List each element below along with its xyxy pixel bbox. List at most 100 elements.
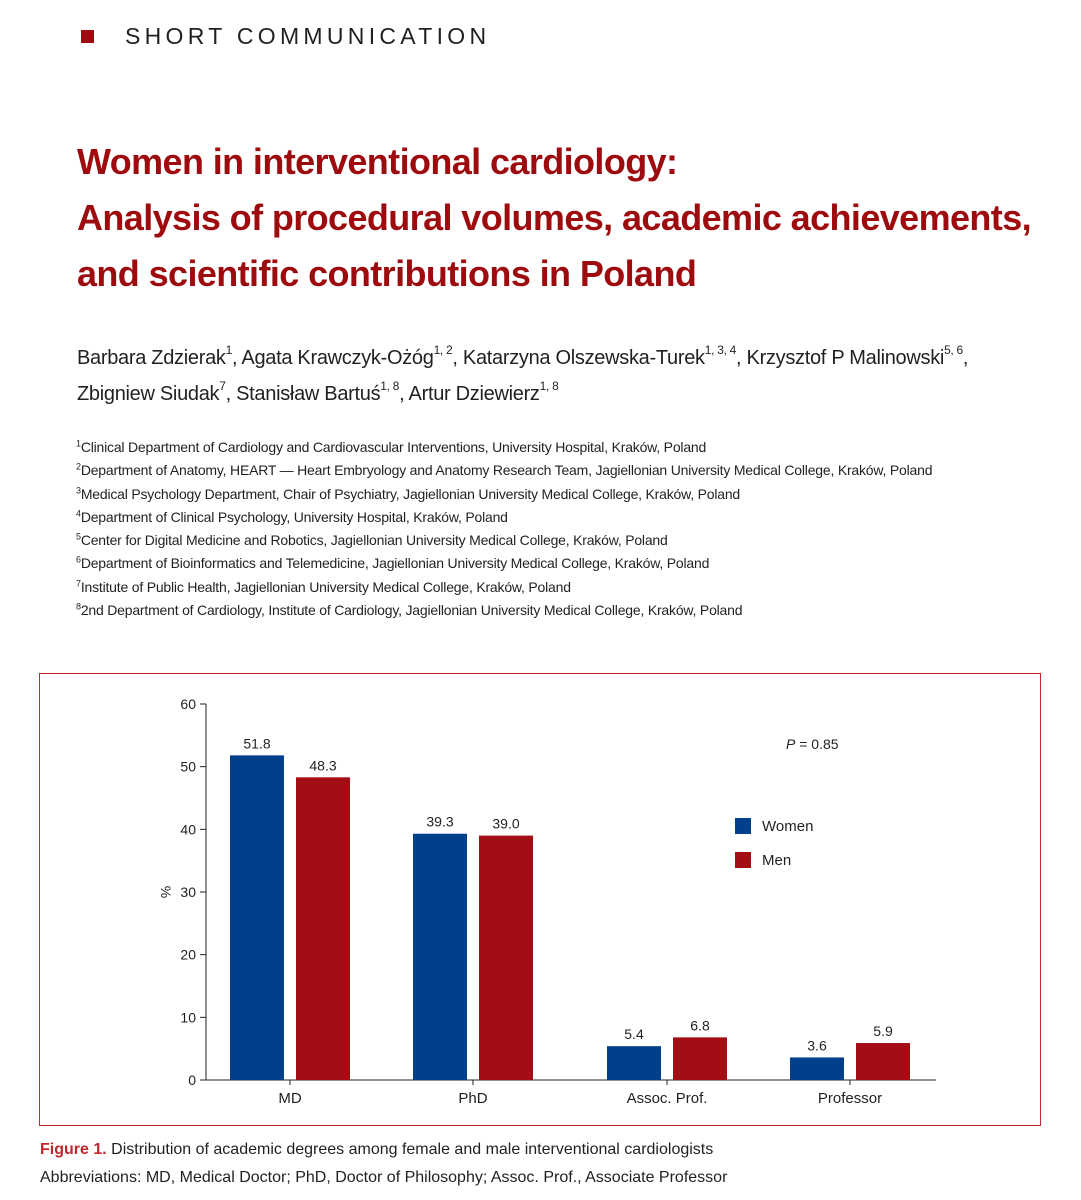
bar-men: [296, 777, 350, 1080]
author-affiliation-ref: 1, 8: [539, 379, 559, 394]
y-tick-label: 10: [180, 1009, 196, 1025]
author: Krzysztof P Malinowski5, 6,: [746, 344, 969, 369]
affiliation: 82nd Department of Cardiology, Institute…: [76, 599, 1066, 622]
bar-chart: 0 10 20 30 40 50 60% 51.8 48.3 MD 39.3 39.0 PhD 5.4 6.…: [158, 696, 936, 1107]
author: Agata Krawczyk-Ożóg1, 2,: [241, 344, 463, 369]
caption-text: Distribution of academic degrees among f…: [106, 1141, 714, 1158]
y-tick-label: 20: [180, 947, 196, 963]
affiliation-text: Center for Digital Medicine and Robotics…: [80, 532, 668, 549]
y-axis-label: %: [158, 886, 174, 898]
figure-label: Figure 1.: [40, 1141, 107, 1158]
author: Stanisław Bartuś1, 8,: [236, 380, 409, 405]
section-square-icon: [81, 29, 94, 43]
p-value-text: = 0.85: [795, 736, 838, 752]
author-name: Zbigniew Siudak: [77, 383, 220, 405]
title-line: Analysis of procedural volumes, academic…: [77, 197, 1032, 238]
author-line: Zbigniew Siudak7, Stanisław Bartuś1, 8, …: [77, 376, 1067, 412]
affiliation-number: 5: [76, 531, 81, 542]
affiliation: 6Department of Bioinformatics and Teleme…: [76, 552, 1066, 575]
author-name: Katarzyna Olszewska-Turek: [462, 347, 705, 369]
author-affiliation-ref: 1, 8: [380, 379, 400, 394]
legend-label: Women: [762, 818, 813, 835]
bar-men: [673, 1037, 727, 1080]
bar-women: [230, 755, 284, 1080]
legend-label: Men: [762, 852, 791, 869]
abbreviations: Abbreviations: MD, Medical Doctor; PhD, …: [40, 1169, 728, 1186]
author-line: Barbara Zdzierak1, Agata Krawczyk-Ożóg1,…: [77, 340, 1067, 376]
author-separator: ,: [225, 383, 237, 405]
author-affiliation-ref: 1: [225, 343, 233, 358]
affiliation: 7Institute of Public Health, Jagiellonia…: [76, 576, 1066, 599]
affiliation-text: Department of Bioinformatics and Telemed…: [80, 555, 710, 572]
affiliation-text: Medical Psychology Department, Chair of …: [80, 485, 741, 502]
affiliation: 5Center for Digital Medicine and Robotic…: [76, 529, 1066, 552]
x-tick-label: Assoc. Prof.: [627, 1090, 708, 1107]
author-name: Agata Krawczyk-Ożóg: [241, 347, 434, 369]
author-separator: ,: [231, 347, 242, 369]
author-separator: ,: [962, 347, 969, 369]
y-tick-label: 60: [180, 696, 196, 712]
y-tick-label: 50: [180, 759, 196, 775]
affiliation: 1Clinical Department of Cardiology and C…: [76, 436, 1066, 459]
author-affiliation-ref: 7: [219, 379, 226, 394]
caption-line: Figure 1. Distribution of academic degre…: [40, 1136, 1070, 1164]
bar-men: [856, 1043, 910, 1080]
affiliation-list: 1Clinical Department of Cardiology and C…: [76, 436, 1066, 622]
figure-caption: Figure 1. Distribution of academic degre…: [40, 1136, 1070, 1192]
author-affiliation-ref: 5, 6: [944, 343, 963, 358]
affiliation: 4Department of Clinical Psychology, Univ…: [76, 506, 1066, 529]
author-name: Stanisław Bartuś: [236, 383, 381, 405]
article-title: Women in interventional cardiology: Anal…: [77, 134, 1067, 302]
author-name: Barbara Zdzierak: [77, 347, 226, 369]
p-value-symbol: P: [786, 736, 796, 752]
data-label: 3.6: [807, 1037, 827, 1053]
section-label: SHORT COMMUNICATION: [81, 22, 490, 50]
affiliation-number: 4: [76, 508, 81, 519]
bar-women: [413, 833, 467, 1080]
affiliation-number: 1: [76, 438, 81, 449]
title-line: Women in interventional cardiology:: [77, 141, 678, 182]
affiliation-text: Institute of Public Health, Jagiellonian…: [80, 578, 571, 595]
affiliation-number: 7: [76, 578, 81, 589]
affiliation-number: 3: [76, 484, 81, 495]
data-label: 6.8: [690, 1017, 710, 1033]
x-tick-label: Professor: [818, 1090, 882, 1107]
p-value-annotation: P = 0.85: [786, 736, 839, 752]
data-label: 39.3: [426, 814, 453, 830]
bar-women: [607, 1046, 661, 1080]
affiliation-text: Department of Anatomy, HEART — Heart Emb…: [80, 462, 933, 479]
affiliation-number: 2: [76, 461, 81, 472]
data-label: 51.8: [243, 735, 270, 751]
author: Barbara Zdzierak1,: [77, 344, 242, 369]
x-tick-label: MD: [278, 1090, 301, 1107]
legend-swatch-women: [735, 818, 751, 834]
data-label: 39.0: [492, 816, 519, 832]
author-separator: ,: [399, 383, 409, 405]
author-list: Barbara Zdzierak1, Agata Krawczyk-Ożóg1,…: [77, 340, 1067, 412]
data-label: 5.9: [873, 1023, 893, 1039]
author: Zbigniew Siudak7,: [77, 380, 237, 405]
section-label-text: SHORT COMMUNICATION: [125, 22, 491, 49]
title-line: and scientific contributions in Poland: [77, 253, 697, 294]
affiliation-number: 8: [76, 601, 81, 612]
affiliation: 2Department of Anatomy, HEART — Heart Em…: [76, 459, 1066, 482]
author-affiliation-ref: 1, 2: [433, 343, 453, 358]
author: Katarzyna Olszewska-Turek1, 3, 4,: [462, 344, 747, 369]
y-tick-label: 40: [180, 821, 196, 837]
author-name: Artur Dziewierz: [408, 383, 540, 405]
author: Artur Dziewierz1, 8: [408, 380, 559, 405]
figure-frame: 0 10 20 30 40 50 60% 51.8 48.3 MD 39.3 39.0 PhD 5.4 6.…: [39, 673, 1041, 1126]
bar-women: [790, 1057, 844, 1080]
affiliation-text: Clinical Department of Cardiology and Ca…: [80, 439, 707, 455]
affiliation-text: Department of Clinical Psychology, Unive…: [80, 508, 508, 525]
legend-swatch-men: [735, 852, 751, 868]
author-name: Krzysztof P Malinowski: [746, 347, 945, 369]
data-label: 5.4: [624, 1026, 644, 1042]
bar-men: [479, 835, 533, 1080]
author-separator: ,: [736, 347, 747, 369]
affiliation: 3Medical Psychology Department, Chair of…: [76, 483, 1066, 506]
author-separator: ,: [452, 347, 463, 369]
affiliation-text: 2nd Department of Cardiology, Institute …: [80, 602, 743, 619]
y-tick-label: 0: [188, 1072, 196, 1088]
author-affiliation-ref: 1, 3, 4: [704, 343, 737, 358]
